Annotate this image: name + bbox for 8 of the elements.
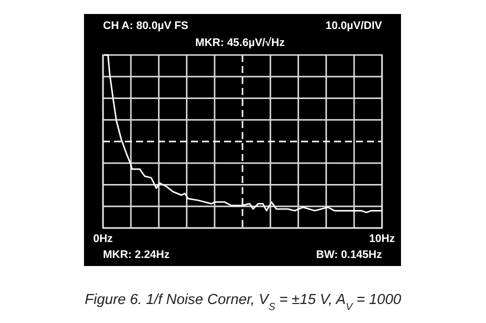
text: BW: 0.145Hz: [316, 249, 382, 261]
text: 10.0µV/DIV: [326, 20, 383, 32]
text: MKR: 2.24Hz: [103, 249, 170, 261]
text: Figure 6. 1/f Noise Corner, V$_{S}$ = ±15 V, A$_{V}$ = 1000: [84, 292, 402, 312]
text: MKR: 45.6µV/√Hz: [195, 37, 286, 49]
x-tick-label: 10Hz: [369, 232, 396, 245]
x-tick-label: 0Hz: [93, 232, 114, 245]
text: CH A: 80.0µV FS: [103, 20, 188, 32]
